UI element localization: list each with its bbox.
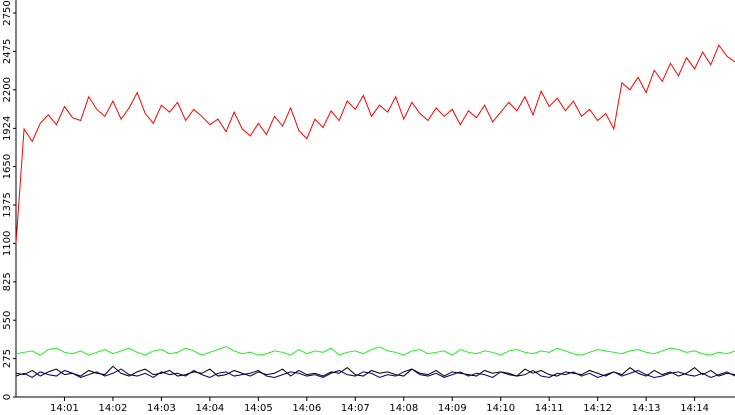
y-tick-label: 1100 [2, 231, 13, 256]
x-tick-label: 14:06 [292, 403, 321, 414]
x-tick-label: 14:08 [389, 403, 418, 414]
x-tick-label: 14:04 [195, 403, 224, 414]
series-line [15, 44, 735, 244]
x-tick-label: 14:03 [147, 403, 176, 414]
x-tick-label: 14:11 [535, 403, 564, 414]
y-tick-label: 2200 [2, 77, 13, 102]
x-tick-label: 14:12 [583, 403, 612, 414]
x-tick-label: 14:01 [50, 403, 79, 414]
y-tick-label: 2475 [2, 39, 13, 64]
series-line [15, 365, 735, 377]
y-tick-label: 1924 [2, 116, 13, 141]
y-tick-label: 275 [2, 349, 13, 368]
y-tick-label: 825 [2, 272, 13, 291]
x-tick-label: 14:09 [438, 403, 467, 414]
x-tick-label: 14:14 [680, 403, 709, 414]
y-tick-label: 0 [2, 394, 13, 400]
y-tick-label: 1375 [2, 192, 13, 217]
x-tick-label: 14:13 [632, 403, 661, 414]
y-tick-label: 1650 [2, 154, 13, 179]
x-tick-label: 14:07 [341, 403, 370, 414]
x-tick-label: 14:02 [99, 403, 128, 414]
y-tick-label: 550 [2, 311, 13, 330]
y-tick-label: 2750 [2, 0, 13, 25]
series-line [15, 346, 735, 356]
x-tick-label: 14:05 [244, 403, 273, 414]
x-tick-label: 14:10 [486, 403, 515, 414]
